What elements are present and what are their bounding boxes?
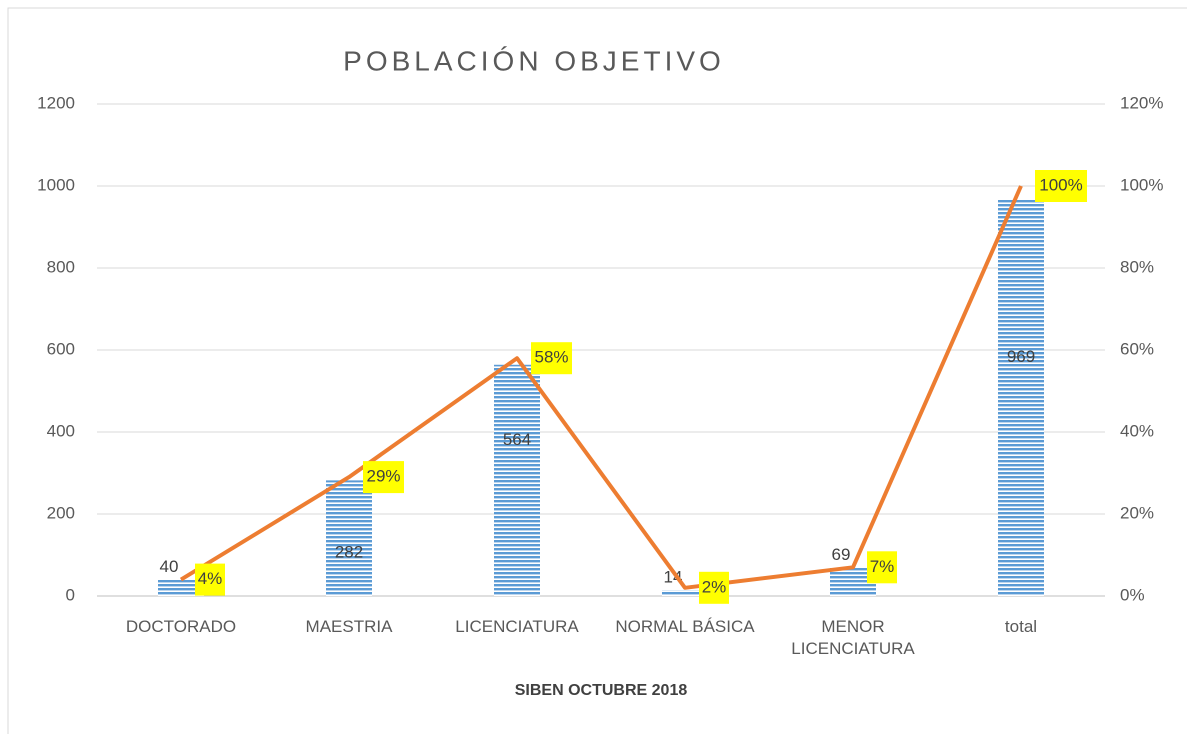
value-label-box <box>363 461 404 494</box>
chart-border <box>7 7 1187 734</box>
line-value-label: 4% <box>198 569 223 588</box>
value-label-box <box>867 551 897 584</box>
y-tick-label: 0 <box>66 585 75 604</box>
y-tick-label: 800 <box>47 257 75 276</box>
line <box>179 185 1023 590</box>
bar-value-label: 40 <box>160 557 179 576</box>
y2-tick-label: 80% <box>1120 257 1154 276</box>
value-label-box <box>699 571 729 604</box>
bar-value-label: 282 <box>335 543 363 562</box>
x-tick-label: NORMAL BÁSICA <box>615 617 755 636</box>
line-value-label: 58% <box>534 348 568 367</box>
chart-title: POBLACIÓN OBJETIVO <box>343 45 725 76</box>
x-tick-label: total <box>1004 617 1038 636</box>
y2-tick-label: 40% <box>1120 421 1154 440</box>
value-label-box <box>195 563 225 596</box>
y-tick-label: 600 <box>47 339 75 358</box>
y-tick-label: 400 <box>47 421 75 440</box>
y2-tick-label: 60% <box>1120 339 1154 358</box>
x-tick-label: MENOR LICENCIATURA <box>791 617 915 658</box>
bar <box>494 364 540 596</box>
bar-value-label: 969 <box>1007 347 1035 366</box>
line-value-label: 100% <box>1039 175 1082 194</box>
bar <box>326 480 372 596</box>
bar <box>158 579 204 596</box>
bar <box>662 590 708 596</box>
x-axis-label: SIBEN OCTUBRE 2018 <box>515 682 688 699</box>
line-value-label: 29% <box>366 467 400 486</box>
y-tick-label: 200 <box>47 503 75 522</box>
line-value-label: 2% <box>702 577 727 596</box>
value-label-box <box>1035 170 1087 202</box>
bar-value-label: 69 <box>832 545 851 564</box>
line-value-label: 7% <box>870 557 895 576</box>
bar <box>998 198 1044 596</box>
bar-value-label: 14 <box>664 568 683 587</box>
y2-tick-label: 0% <box>1120 585 1145 604</box>
x-tick-label: LICENCIATURA <box>455 617 579 636</box>
value-label-box <box>531 342 572 375</box>
y2-tick-label: 120% <box>1120 93 1163 112</box>
bar-value-label: 564 <box>503 430 531 449</box>
y-tick-label: 1000 <box>37 175 75 194</box>
y2-tick-label: 100% <box>1120 175 1163 194</box>
x-tick-label: MAESTRIA <box>305 617 393 636</box>
x-tick-label: DOCTORADO <box>125 617 237 636</box>
y2-tick-label: 20% <box>1120 503 1154 522</box>
y-tick-label: 1200 <box>37 93 75 112</box>
